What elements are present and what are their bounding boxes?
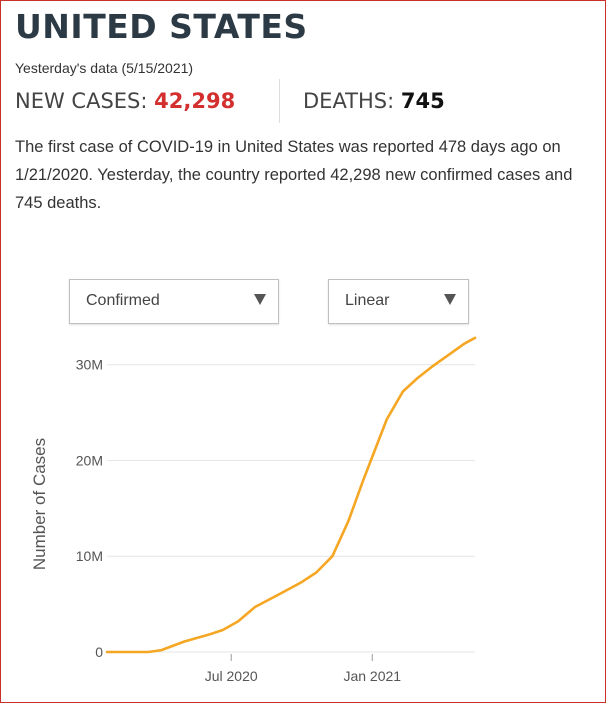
x-axis-ticks: Jul 2020 Jan 2021 xyxy=(205,654,401,684)
cases-series-line xyxy=(105,336,477,654)
country-title: UNITED STATES xyxy=(15,7,308,46)
x-tick-label: Jul 2020 xyxy=(205,668,258,684)
chevron-down-icon xyxy=(254,294,266,305)
new-cases-label: NEW CASES: xyxy=(15,89,148,113)
deaths-label: DEATHS: xyxy=(303,89,395,113)
summary-text: The first case of COVID-19 in United Sta… xyxy=(15,133,600,217)
data-date: Yesterday's data (5/15/2021) xyxy=(15,60,194,76)
summary-rest: in United States was reported 478 days a… xyxy=(15,138,573,212)
metric-select-value: Confirmed xyxy=(86,292,160,309)
stats-divider xyxy=(279,79,280,123)
summary-disease: COVID-19 xyxy=(136,138,214,156)
deaths-value: 745 xyxy=(400,89,445,113)
y-tick-label: 20M xyxy=(76,452,103,468)
metric-select[interactable]: Confirmed xyxy=(69,279,279,324)
y-tick-label: 0 xyxy=(95,644,103,660)
y-tick-label: 10M xyxy=(76,548,103,564)
new-cases-stat: NEW CASES: 42,298 xyxy=(15,89,235,113)
chart-gridlines xyxy=(107,364,475,653)
deaths-stat: DEATHS: 745 xyxy=(303,89,445,113)
cases-chart: 0 10M 20M 30M Jul 2020 Jan 2021 Number of Ca… xyxy=(30,336,477,684)
scale-select-value: Linear xyxy=(345,292,390,309)
scale-select[interactable]: Linear xyxy=(328,279,469,324)
y-axis-ticks: 0 10M 20M 30M xyxy=(76,357,103,660)
x-tick-label: Jan 2021 xyxy=(343,668,401,684)
stats-row: NEW CASES: 42,298 DEATHS: 745 xyxy=(15,79,595,123)
new-cases-value: 42,298 xyxy=(154,89,236,113)
y-axis-title: Number of Cases xyxy=(30,438,49,570)
chevron-down-icon xyxy=(444,294,456,305)
y-tick-label: 30M xyxy=(76,357,103,373)
summary-prefix: The first case of xyxy=(15,138,137,156)
